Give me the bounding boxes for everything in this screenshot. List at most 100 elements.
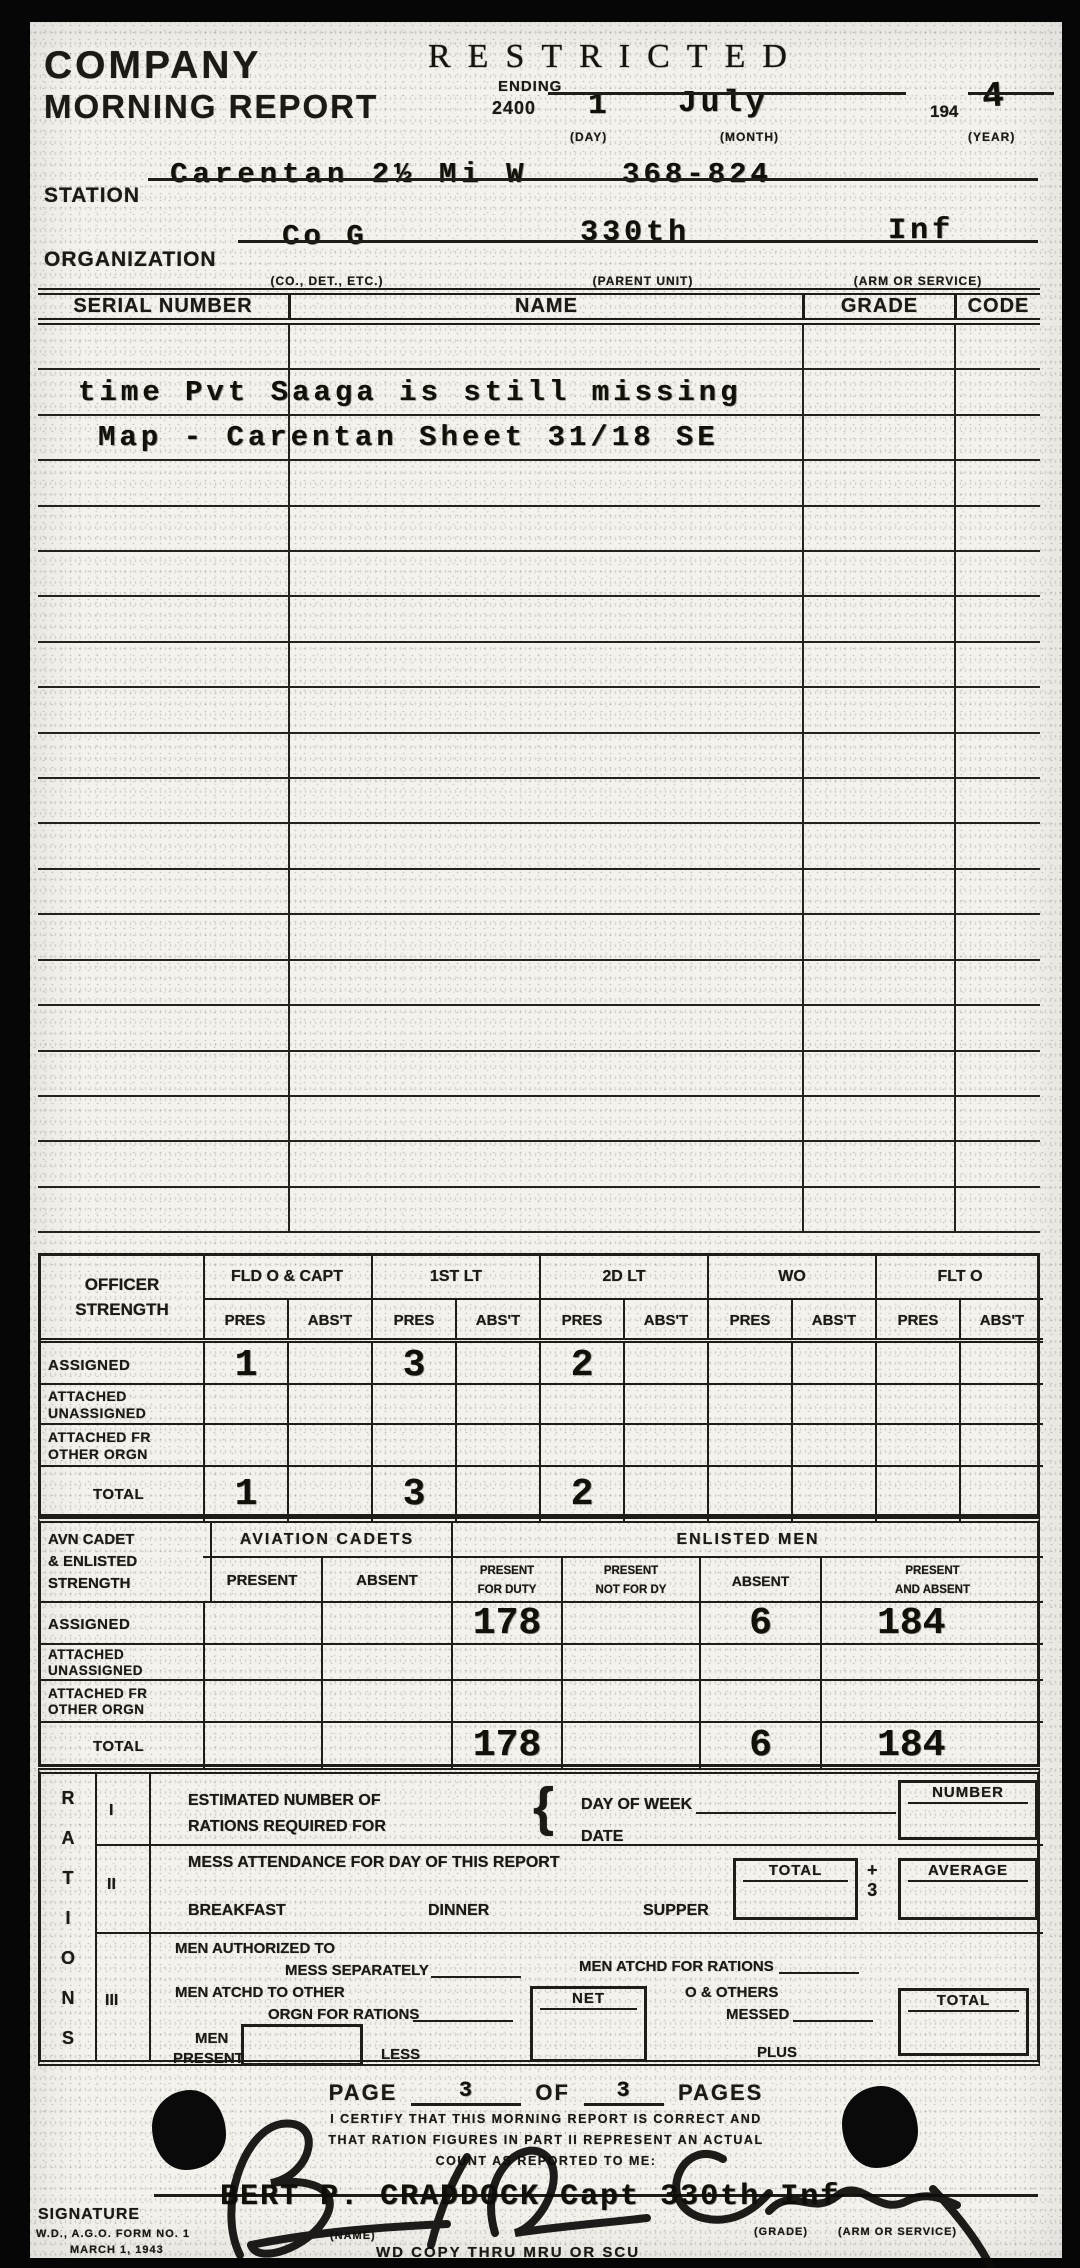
roster-row (38, 1006, 1040, 1052)
men-label: MEN (195, 2030, 229, 2047)
roster-row (38, 870, 1040, 916)
enlisted-total-pa: 184 (820, 1723, 1043, 1769)
roster-col-name: NAME (288, 295, 802, 318)
enlisted-assigned-absent: 6 (699, 1603, 820, 1645)
organization-unit-entry: Co G (282, 220, 368, 253)
col-ac-absent: ABSENT (321, 1558, 451, 1603)
pages-number: 3 (583, 2078, 664, 2106)
mess-total-box: TOTAL (733, 1858, 858, 1920)
officer-group-wo: WO (707, 1256, 875, 1298)
less-label: LESS (381, 2046, 421, 2063)
officer-total-2lt-pres: 2 (539, 1467, 623, 1522)
signature-label: SIGNATURE (38, 2206, 141, 2223)
page-label: PAGE (328, 2080, 398, 2105)
roster-rows: time Pvt Saaga is still missing Map - Ca… (38, 325, 1040, 1234)
officer-group-fld: FLD O & CAPT (231, 1268, 343, 1285)
col-em-absent: ABSENT (699, 1558, 820, 1603)
roster-row (38, 688, 1040, 734)
officer-sub-abst: ABS'T (623, 1300, 707, 1340)
number-box: NUMBER (898, 1780, 1038, 1840)
ending-time: 2400 (492, 98, 537, 118)
aviation-cadets-group: AVIATION CADETS (239, 1530, 415, 1548)
officer-sub-pres: PRES (539, 1300, 623, 1340)
men-authorized-label: MEN AUTHORIZED TO (175, 1940, 335, 1957)
year-entry: 4 (980, 75, 1006, 118)
net-box: NET (530, 1986, 647, 2062)
officer-sub-abst: ABS'T (791, 1300, 875, 1340)
roster-row (38, 597, 1040, 643)
roster-row (38, 461, 1040, 507)
roster-entry-1: time Pvt Saaga is still missing (78, 375, 742, 409)
rations-mess-attendance-label: MESS ATTENDANCE FOR DAY OF THIS REPORT (188, 1854, 560, 1871)
officer-sub-pres: PRES (875, 1300, 959, 1340)
roster-header-row: SERIAL NUMBER NAME GRADE CODE (38, 288, 1040, 325)
rations-part-ii-numeral: II (107, 1876, 116, 1893)
officer-strength-table: OFFICER STRENGTH FLD O & CAPT 1ST LT 2D … (38, 1253, 1043, 1522)
form-title-line2: MORNING REPORT (44, 88, 379, 125)
roster-row (38, 325, 1040, 371)
officer-assigned-2lt-pres: 2 (539, 1343, 623, 1388)
enlisted-strength-table: AVN CADET & ENLISTED STRENGTH AVIATION C… (38, 1517, 1043, 1769)
month-entry: July (678, 86, 769, 121)
form-paper: RESTRICTED COMPANY MORNING REPORT ENDING… (30, 22, 1062, 2268)
roster-row (38, 507, 1040, 553)
col-present-and-absent: PRESENT AND ABSENT (820, 1558, 1043, 1603)
officer-group-2lt: 2D LT (539, 1256, 707, 1298)
officer-group-flt: FLT O (875, 1256, 1043, 1298)
roster-row: Map - Carentan Sheet 31/18 SE (38, 416, 1040, 462)
restricted-stamp: RESTRICTED (428, 38, 804, 75)
o-and-others-label: O & OTHERS (685, 1984, 779, 2001)
officer-row-total: TOTAL 1 3 2 (41, 1465, 1043, 1522)
enlisted-row-total: TOTAL 178 6 184 (41, 1721, 1043, 1769)
roster-entry-2: Map - Carentan Sheet 31/18 SE (98, 421, 719, 455)
page-line: PAGE 3 OF 3 PAGES (30, 2078, 1062, 2106)
officer-strength-title: OFFICER STRENGTH (41, 1256, 205, 1338)
roster-row (38, 1097, 1040, 1143)
officer-sub-pres: PRES (224, 1311, 266, 1329)
roster-row (38, 1052, 1040, 1097)
ending-label: ENDING (498, 78, 563, 95)
plus-label: PLUS (757, 2044, 798, 2061)
enlisted-total-absent: 6 (699, 1723, 820, 1769)
wd-copy-note: WD COPY THRU MRU OR SCU (376, 2244, 641, 2261)
rations-i-text2: RATIONS REQUIRED FOR (188, 1818, 386, 1835)
organization-label: ORGANIZATION (44, 248, 217, 271)
rations-section: R A T I O N S I II III ESTIMATED NUMBER … (38, 1768, 1043, 2067)
rations-date-label: DATE (581, 1828, 624, 1845)
officer-sub-abst: ABS'T (959, 1300, 1043, 1340)
col-ac-present: PRESENT (226, 1572, 298, 1589)
officer-row-assigned: ASSIGNED 1 3 2 (41, 1338, 1043, 1388)
enlisted-row-attached-fr: ATTACHED FR OTHER ORGN (41, 1679, 1043, 1723)
officer-assigned-fld-pres: 1 (203, 1343, 287, 1388)
present-label: PRESENT (173, 2050, 244, 2067)
roster-row (38, 915, 1040, 961)
dinner-label: DINNER (428, 1902, 490, 1919)
enlisted-total-pfd: 178 (451, 1723, 561, 1769)
day-entry: 1 (588, 88, 607, 123)
pages-label: PAGES (677, 2080, 764, 2105)
mess-separately-label: MESS SEPARATELY (285, 1962, 429, 1979)
month-caption: (MONTH) (720, 130, 779, 144)
organization-parent-caption: (PARENT UNIT) (592, 274, 694, 288)
year-caption: (YEAR) (968, 130, 1016, 144)
signature-arm-caption: (ARM OR SERVICE) (838, 2226, 958, 2238)
form-date: MARCH 1, 1943 (70, 2244, 164, 2256)
punch-hole-right (842, 2086, 918, 2168)
roster-col-grade: GRADE (802, 295, 954, 318)
col-present-not-for-dy: PRESENT NOT FOR DY (561, 1558, 699, 1603)
officer-sub-pres: PRES (371, 1300, 455, 1340)
enlisted-assigned-pfd: 178 (451, 1603, 561, 1645)
roster-row (38, 961, 1040, 1007)
officer-total-fld-pres: 1 (203, 1467, 287, 1522)
certify-line-1: I CERTIFY THAT THIS MORNING REPORT IS CO… (330, 2112, 762, 2126)
men-present-box (241, 2024, 363, 2066)
enlisted-row-attached-unassigned: ATTACHED UNASSIGNED (41, 1643, 1043, 1681)
officer-sub-pres: PRES (707, 1300, 791, 1340)
station-entry: Carentan 2½ Mi W (170, 158, 529, 191)
punch-hole-left (152, 2090, 226, 2170)
officer-row-attached-unassigned: ATTACHED UNASSIGNED (41, 1383, 1043, 1425)
roster-col-code: CODE (954, 295, 1040, 318)
roster-row (38, 779, 1040, 825)
officer-sub-abst: ABS'T (455, 1300, 539, 1340)
